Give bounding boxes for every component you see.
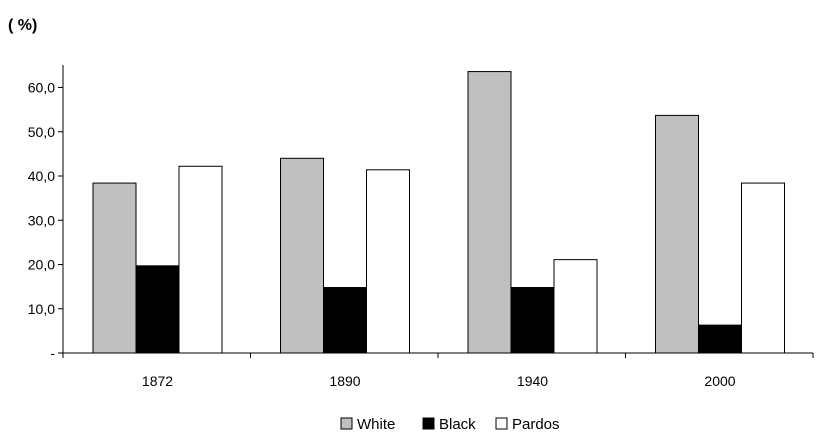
x-axis: 1872 1890 1940 2000 — [62, 352, 814, 389]
legend-label-pardos: Pardos — [512, 416, 560, 432]
legend-label-black: Black — [439, 416, 476, 432]
legend: White Black Pardos — [340, 416, 560, 433]
legend-swatch-white — [340, 417, 353, 430]
bar-pardos-1940 — [553, 259, 598, 354]
y-tick-label: - — [50, 345, 55, 361]
x-tick-label: 1890 — [329, 373, 360, 389]
y-tick-label: 10,0 — [28, 301, 55, 317]
bar-black-1890 — [323, 287, 367, 354]
bar-white-1890 — [280, 157, 324, 354]
unit-label: ( %) — [8, 17, 37, 34]
legend-label-white: White — [357, 416, 395, 432]
y-tick-label: 20,0 — [28, 257, 55, 273]
legend-swatch-black — [422, 417, 435, 430]
x-tick-label: 2000 — [704, 373, 735, 389]
bar-white-2000 — [655, 114, 699, 354]
bars — [92, 71, 785, 354]
bar-white-1940 — [467, 71, 512, 354]
y-tick-label: 50,0 — [28, 124, 55, 140]
bar-white-1872 — [92, 182, 137, 354]
bar-pardos-1872 — [178, 165, 223, 354]
y-tick-label: 40,0 — [28, 168, 55, 184]
bar-pardos-2000 — [741, 182, 785, 354]
x-tick-label: 1940 — [517, 373, 548, 389]
legend-swatch-pardos — [495, 417, 508, 430]
y-axis: - 10,0 20,0 30,0 40,0 50,0 60,0 — [28, 65, 64, 361]
x-tick-label: 1872 — [142, 373, 173, 389]
y-tick-label: 60,0 — [28, 80, 55, 96]
y-tick-label: 30,0 — [28, 212, 55, 228]
bar-pardos-1890 — [366, 169, 410, 354]
bar-black-1872 — [135, 265, 180, 354]
bar-black-2000 — [698, 324, 742, 354]
bar-black-1940 — [510, 287, 555, 354]
